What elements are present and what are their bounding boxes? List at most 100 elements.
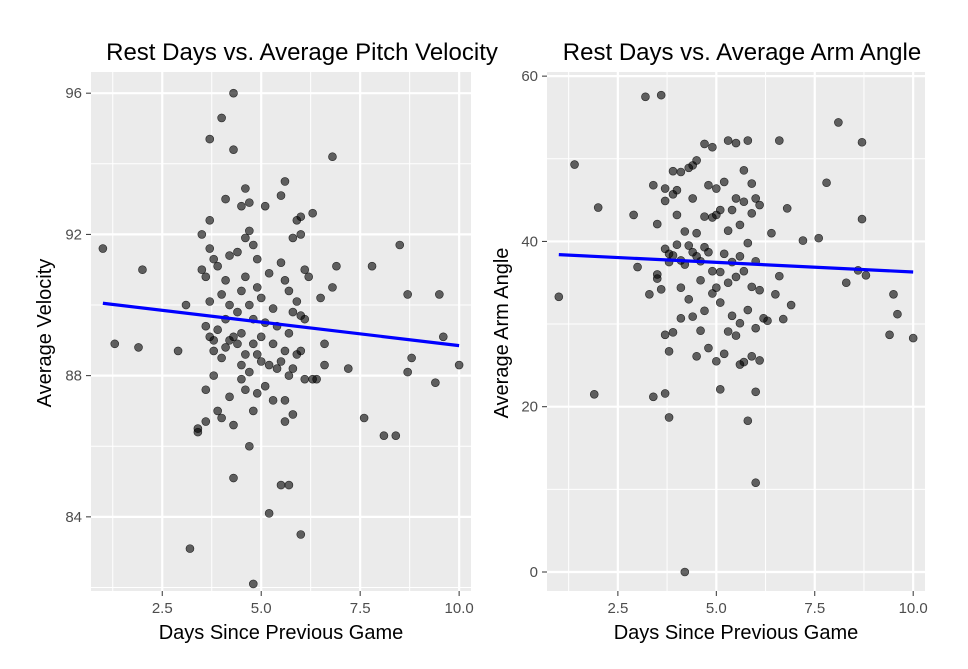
arm-angle-data-point — [751, 478, 760, 488]
velocity-data-point — [229, 332, 238, 342]
velocity-data-point — [268, 396, 278, 405]
arm-angle-data-point — [696, 275, 705, 285]
arm-angle-data-point — [889, 290, 898, 299]
velocity-y-tick-labels: 84 88 92 96 — [65, 85, 82, 526]
arm-angle-data-point — [861, 271, 871, 280]
velocity-data-point — [221, 194, 230, 204]
velocity-data-point — [237, 374, 246, 384]
velocity-chart-title: Rest Days vs. Average Pitch Velocity — [106, 39, 498, 66]
velocity-data-point — [296, 346, 306, 356]
velocity-data-point — [248, 240, 258, 250]
arm-angle-y-tick-label: 20 — [521, 399, 538, 416]
velocity-data-point — [284, 480, 294, 490]
arm-angle-data-point — [660, 330, 670, 340]
arm-angle-data-point — [652, 270, 662, 279]
arm-angle-data-point — [700, 139, 709, 149]
velocity-data-point — [320, 360, 329, 370]
arm-angle-data-point — [747, 209, 757, 218]
velocity-data-point — [201, 272, 211, 282]
arm-angle-data-point — [743, 136, 753, 145]
arm-angle-data-point — [692, 351, 701, 361]
arm-angle-data-point — [719, 177, 729, 187]
velocity-data-point — [379, 431, 389, 440]
velocity-data-point — [252, 350, 262, 359]
velocity-data-point — [237, 328, 246, 338]
arm-angle-data-point — [660, 389, 670, 398]
velocity-data-point — [225, 300, 234, 310]
velocity-data-point — [284, 286, 294, 296]
arm-angle-x-tick-labels: 2.5 5.0 7.5 10.0 — [607, 600, 927, 617]
arm-angle-data-point — [767, 228, 776, 238]
velocity-data-point — [268, 304, 278, 313]
arm-angle-data-point — [641, 92, 650, 102]
velocity-data-point — [280, 346, 290, 356]
velocity-data-point — [241, 385, 250, 395]
velocity-data-point — [264, 268, 274, 278]
arm-angle-data-point — [739, 357, 749, 367]
arm-angle-data-point — [668, 166, 678, 176]
velocity-data-point — [300, 314, 310, 324]
arm-angle-data-point — [684, 241, 694, 250]
arm-angle-data-point — [680, 567, 690, 577]
velocity-data-point — [245, 198, 254, 207]
arm-angle-y-tick-labels: 0 20 40 60 — [521, 68, 538, 581]
velocity-data-point — [252, 254, 262, 264]
arm-angle-data-point — [712, 283, 721, 292]
arm-angle-data-point — [715, 205, 725, 215]
arm-angle-data-point — [834, 118, 843, 127]
arm-angle-data-point — [652, 219, 662, 229]
velocity-data-point — [260, 381, 270, 391]
velocity-data-point — [221, 343, 230, 352]
arm-angle-data-point — [778, 314, 788, 324]
arm-angle-data-point — [629, 210, 638, 220]
arm-angle-data-point — [739, 197, 749, 207]
arm-angle-data-point — [743, 305, 753, 315]
velocity-data-point — [284, 328, 294, 338]
arm-angle-data-point — [782, 204, 792, 213]
velocity-data-point — [209, 371, 219, 380]
arm-angle-data-point — [723, 278, 733, 288]
velocity-data-point — [272, 364, 282, 373]
velocity-data-point — [201, 417, 211, 426]
velocity-data-point — [300, 265, 310, 275]
velocity-x-axis-title: Days Since Previous Game — [159, 622, 404, 644]
velocity-data-point — [256, 357, 266, 366]
arm-angle-data-point — [676, 283, 686, 292]
velocity-x-tick-label: 5.0 — [251, 600, 272, 617]
arm-angle-data-point — [589, 390, 599, 399]
velocity-x-tick-labels: 2.5 5.0 7.5 10.0 — [152, 600, 474, 617]
arm-angle-x-tick-label: 2.5 — [607, 600, 628, 617]
velocity-data-point — [288, 307, 298, 317]
velocity-data-point — [241, 350, 250, 359]
arm-angle-x-tick-label: 10.0 — [899, 600, 928, 617]
arm-angle-data-point — [672, 240, 682, 250]
velocity-data-point — [252, 388, 262, 398]
velocity-data-point — [201, 321, 211, 331]
arm-angle-panel: Rest Days vs. Average Arm Angle 2.5 5.0 … — [491, 39, 928, 644]
velocity-data-point — [197, 265, 207, 275]
velocity-data-point — [233, 307, 242, 317]
velocity-data-point — [237, 201, 246, 211]
velocity-data-point — [245, 226, 254, 236]
velocity-points — [98, 88, 464, 589]
arm-angle-data-point — [723, 226, 733, 235]
arm-angle-data-point — [633, 262, 642, 272]
arm-angle-data-point — [715, 385, 725, 394]
arm-angle-data-point — [676, 167, 686, 177]
arm-angle-data-point — [727, 311, 737, 321]
velocity-data-point — [268, 339, 278, 349]
velocity-data-point — [245, 441, 254, 451]
velocity-data-point — [264, 509, 274, 518]
velocity-tick-marks — [86, 92, 460, 596]
arm-angle-data-point — [668, 251, 678, 260]
velocity-data-point — [288, 364, 298, 373]
arm-angle-data-point — [747, 282, 757, 292]
velocity-data-point — [296, 530, 306, 539]
velocity-data-point — [245, 367, 254, 377]
velocity-data-point — [280, 177, 290, 186]
velocity-data-point — [138, 265, 147, 275]
velocity-data-point — [241, 184, 250, 193]
velocity-data-point — [431, 378, 440, 387]
arm-angle-y-tick-label: 60 — [521, 68, 538, 85]
